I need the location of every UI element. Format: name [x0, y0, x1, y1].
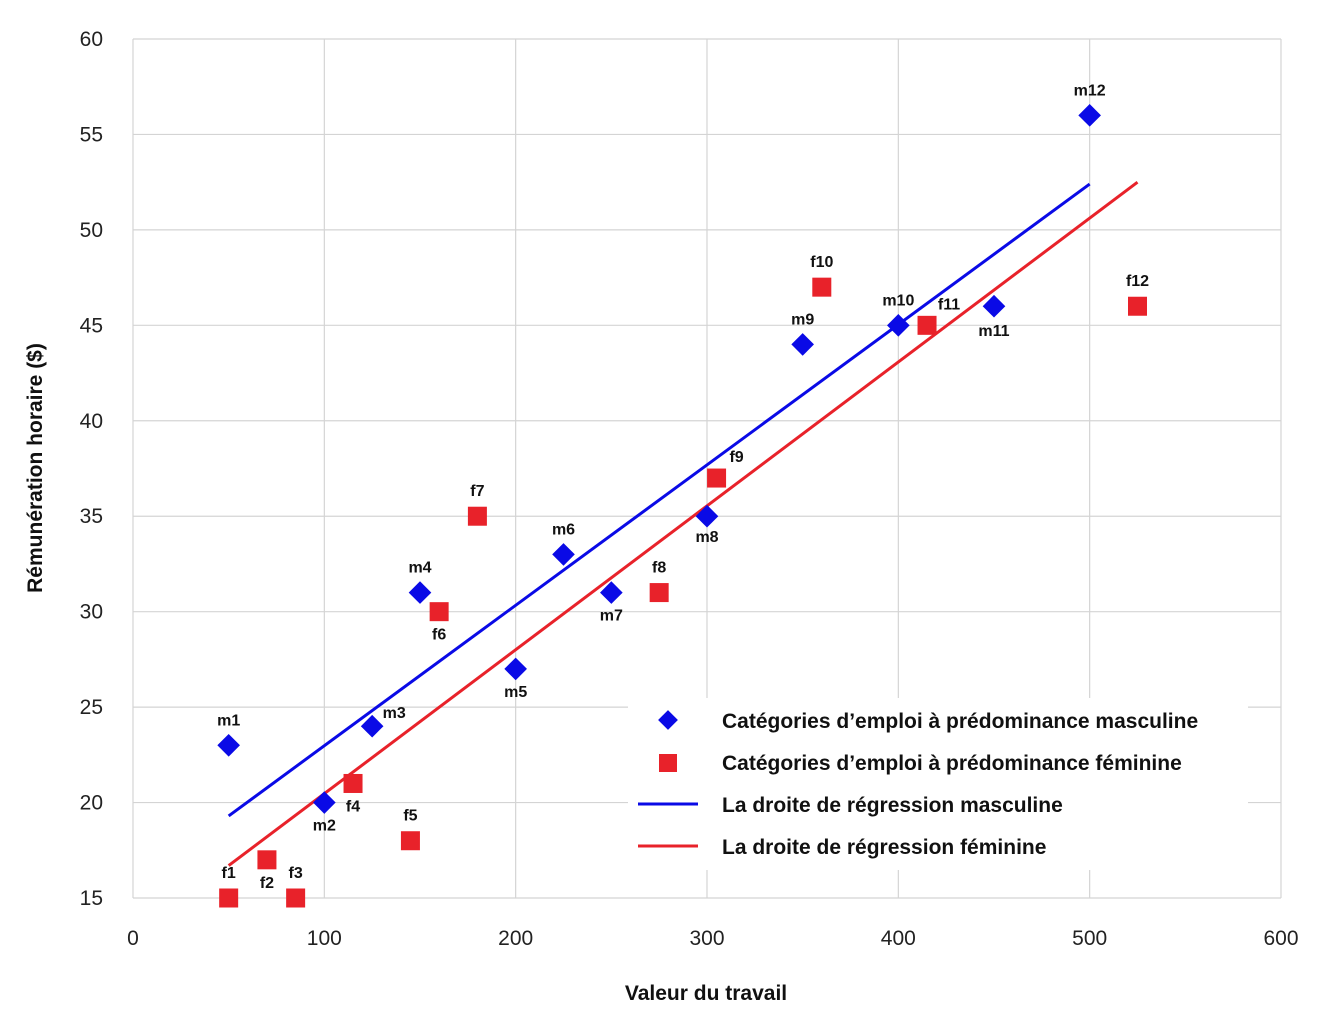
point-label: f8 — [652, 560, 666, 577]
point-label: m7 — [600, 608, 623, 625]
male-point — [1078, 104, 1101, 127]
point-label: m8 — [695, 529, 718, 546]
x-tick-label: 400 — [881, 927, 916, 950]
female-point — [467, 506, 487, 526]
male-point — [313, 791, 336, 814]
female-point — [1128, 296, 1147, 316]
male-point — [695, 504, 719, 528]
y-tick-label: 25 — [80, 696, 103, 719]
y-tick-label: 55 — [80, 123, 103, 146]
point-label: m3 — [383, 705, 406, 722]
legend-square-icon — [659, 754, 677, 772]
male-regression-line — [227, 182, 1091, 818]
male-point — [791, 333, 814, 356]
y-tick-label: 40 — [80, 410, 103, 433]
female-point — [219, 888, 239, 908]
legend-label-male: Catégories d’emploi à prédominance mascu… — [722, 710, 1198, 733]
legend-item-female: Catégories d’emploi à prédominance fémin… — [659, 752, 1182, 775]
legend-label-female-line: La droite de régression féminine — [722, 836, 1046, 859]
point-label: f3 — [289, 865, 303, 882]
y-tick-label: 35 — [80, 505, 103, 528]
point-label: m2 — [313, 818, 336, 835]
y-tick-label: 20 — [80, 792, 103, 815]
point-label: m9 — [791, 311, 814, 328]
male-point — [552, 543, 575, 566]
point-label: f1 — [222, 865, 236, 882]
female-point — [649, 583, 669, 603]
legend-label-female: Catégories d’emploi à prédominance fémin… — [722, 752, 1182, 775]
female-point — [707, 468, 727, 488]
point-label: f9 — [729, 449, 743, 466]
point-label: m11 — [978, 323, 1009, 340]
tick-labels: 0 100 200 300 400 500 600 15 20 25 30 35 40 45 50 55 60 — [80, 28, 1299, 950]
female-regression-line — [227, 180, 1139, 867]
x-tick-label: 100 — [307, 927, 342, 950]
point-label: f11 — [938, 296, 960, 313]
y-axis-title: Rémunération horaire ($) — [24, 343, 47, 593]
female-point — [343, 773, 363, 793]
y-tick-label: 45 — [80, 314, 103, 337]
x-tick-label: 500 — [1072, 927, 1107, 950]
legend-item-male: Catégories d’emploi à prédominance mascu… — [658, 710, 1198, 733]
point-label: f10 — [810, 254, 833, 271]
legend-diamond-icon — [658, 710, 678, 730]
male-point — [887, 314, 910, 337]
male-point — [600, 581, 623, 604]
point-label: m6 — [552, 521, 575, 538]
legend-background — [628, 698, 1248, 870]
female-point — [286, 888, 306, 908]
y-tick-label: 15 — [80, 887, 103, 910]
point-label: f6 — [432, 627, 446, 644]
x-tick-label: 300 — [689, 927, 724, 950]
y-tick-label: 50 — [80, 219, 103, 242]
male-point — [408, 581, 432, 604]
female-point — [917, 315, 937, 335]
x-tick-label: 0 — [127, 927, 139, 950]
y-tick-label: 60 — [80, 28, 103, 51]
point-label: m5 — [504, 684, 527, 701]
legend: Catégories d’emploi à prédominance mascu… — [628, 698, 1248, 870]
female-point — [812, 277, 832, 297]
point-labels: m1 m2 m3 m4 m5 m6 m7 m8 m9 m10 m11 m12 f1 f2 f3 f4 f5 f6 f… — [217, 82, 1149, 891]
male-point — [360, 714, 384, 738]
point-label: f4 — [346, 798, 360, 815]
legend-item-male-line: La droite de régression masculine — [638, 794, 1063, 817]
point-label: f12 — [1126, 273, 1149, 290]
female-point — [257, 850, 277, 870]
point-label: f2 — [260, 875, 274, 892]
male-point — [982, 294, 1006, 318]
point-label: f5 — [403, 808, 417, 825]
x-tick-label: 600 — [1263, 927, 1298, 950]
x-tick-label: 200 — [498, 927, 533, 950]
point-label: m4 — [408, 560, 431, 577]
point-label: f7 — [470, 483, 484, 500]
y-tick-label: 30 — [80, 601, 103, 624]
point-label: m1 — [217, 712, 240, 729]
point-label: m10 — [882, 292, 914, 309]
legend-item-female-line: La droite de régression féminine — [638, 836, 1046, 859]
regression-lines — [227, 180, 1139, 867]
point-label: m12 — [1074, 82, 1106, 99]
female-point — [429, 602, 449, 622]
x-axis-title: Valeur du travail — [625, 982, 787, 1005]
legend-label-male-line: La droite de régression masculine — [722, 794, 1063, 817]
female-point — [400, 831, 420, 851]
